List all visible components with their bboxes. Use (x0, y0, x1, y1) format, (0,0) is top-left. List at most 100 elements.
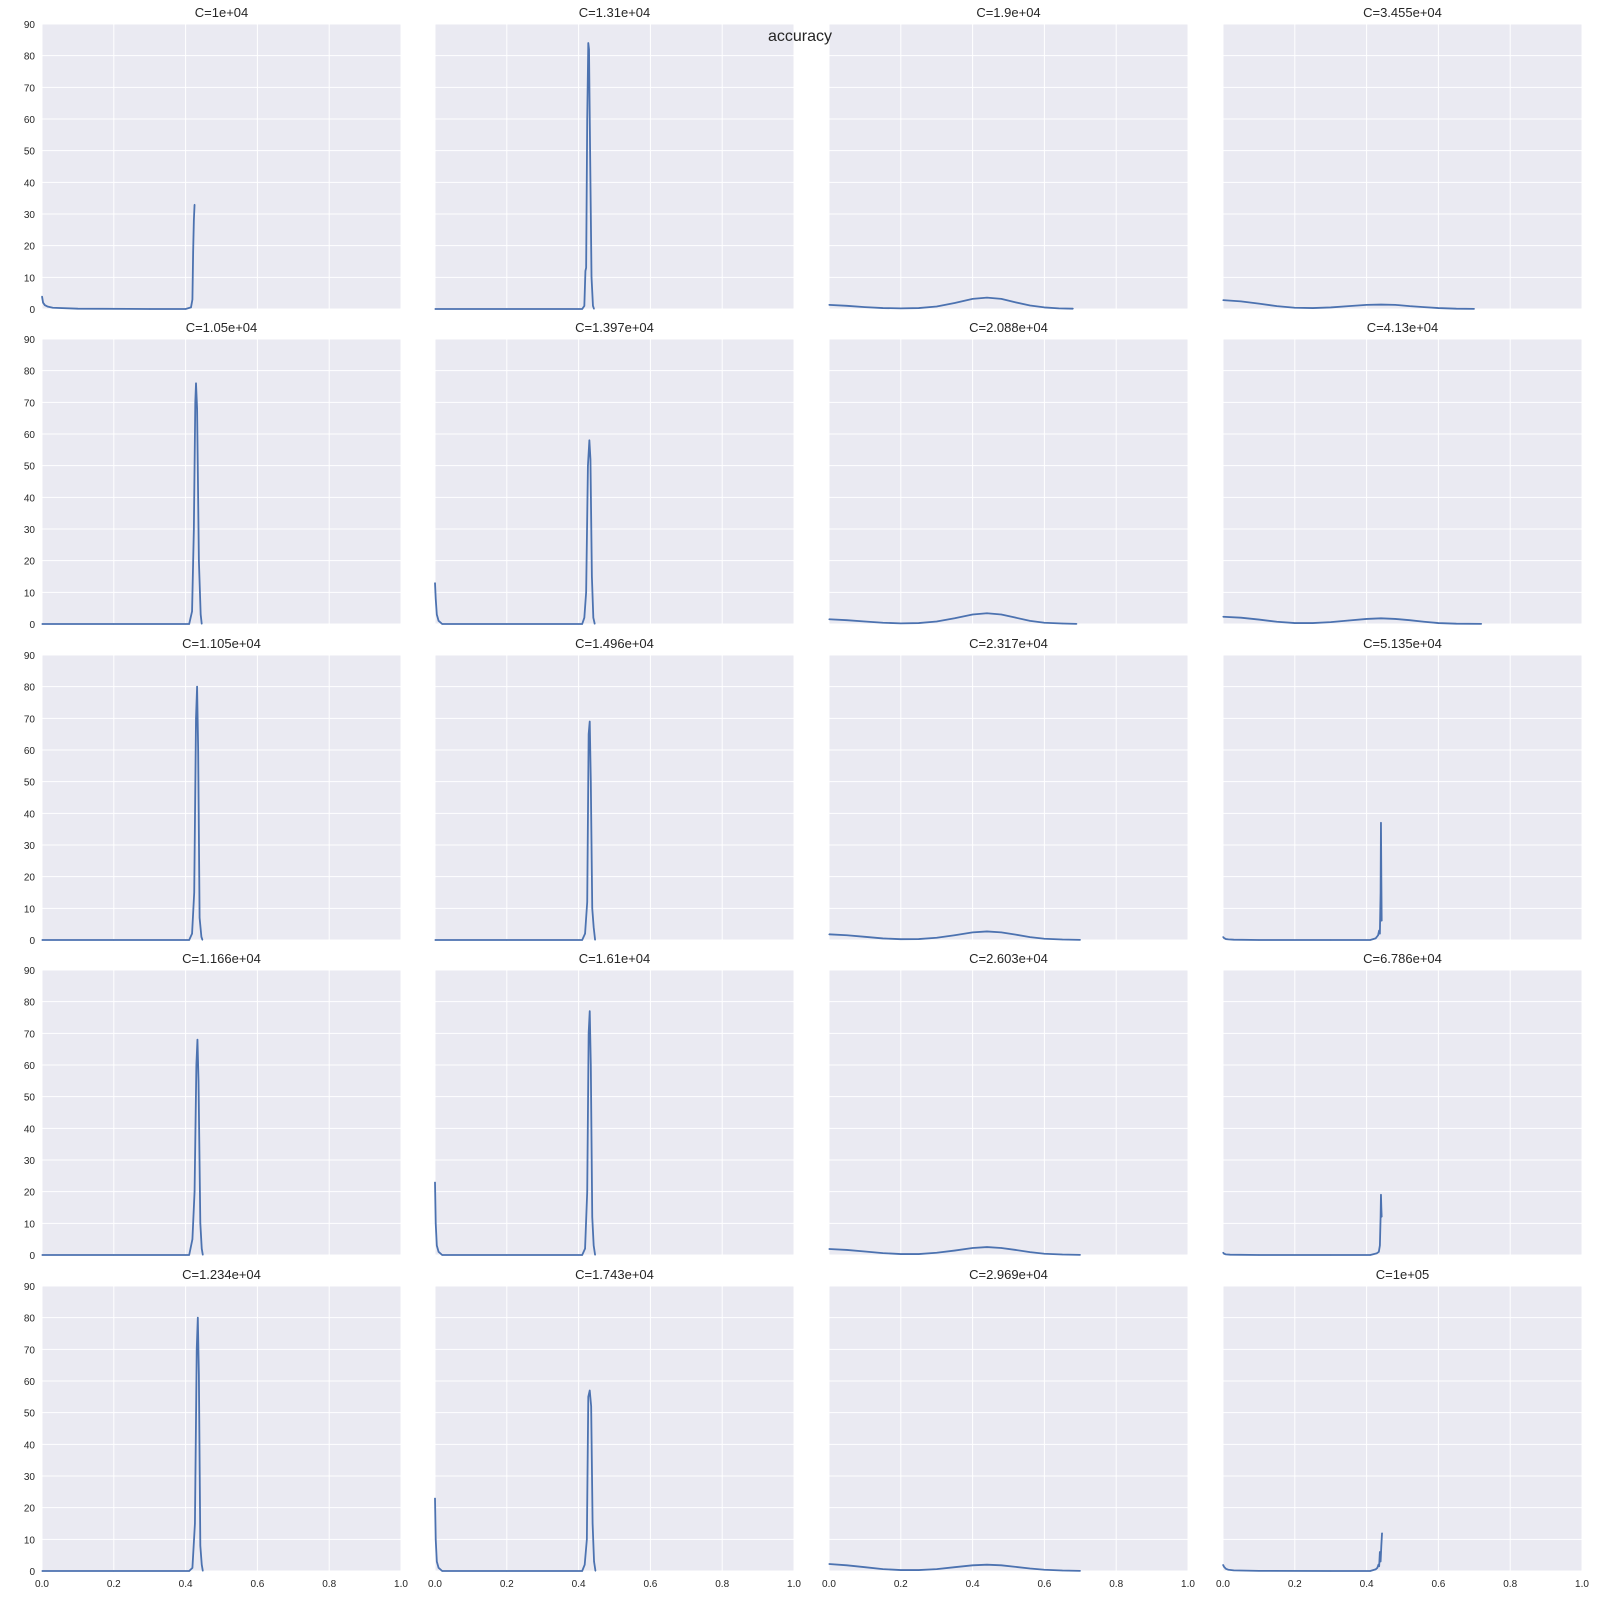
data-point (1348, 619, 1350, 622)
x-tick-label: 0.8 (1109, 1579, 1123, 1590)
data-point (201, 1564, 203, 1566)
data-point (584, 933, 586, 935)
data-point (954, 1249, 956, 1252)
data-point (954, 617, 956, 619)
data-point (435, 1538, 437, 1540)
data-point (435, 1222, 437, 1224)
data-point (581, 308, 583, 310)
data-point (918, 1569, 920, 1571)
subplot-title: C=1.743e+04 (575, 1267, 654, 1282)
data-point (1330, 1254, 1332, 1256)
y-tick-label: 60 (24, 430, 36, 441)
data-point (1381, 1216, 1383, 1218)
data-point (986, 1564, 988, 1566)
data-point (1330, 939, 1332, 941)
data-point (1377, 934, 1379, 936)
y-tick-label: 50 (24, 778, 36, 789)
data-point (588, 439, 590, 441)
data-point (1000, 613, 1002, 616)
data-point (437, 1251, 440, 1253)
data-point (587, 465, 589, 467)
data-point (1258, 303, 1260, 305)
data-point (441, 623, 443, 625)
y-tick-label: 0 (29, 620, 35, 631)
axes-background (42, 339, 401, 624)
data-point (441, 1570, 443, 1572)
data-point (1378, 929, 1380, 932)
data-point (585, 591, 587, 593)
axes-background (829, 1286, 1188, 1571)
data-point (1258, 1570, 1260, 1572)
data-point (846, 305, 848, 307)
data-point (846, 934, 848, 936)
data-point (193, 528, 195, 530)
data-point (828, 304, 830, 306)
data-point (1377, 1564, 1380, 1566)
data-point (202, 1254, 204, 1256)
y-tick-label: 20 (24, 1504, 36, 1515)
data-point (1223, 1566, 1225, 1568)
subplot-18: C=5.135e+04 (1222, 636, 1583, 941)
data-point (1043, 1253, 1045, 1255)
data-point (1029, 304, 1031, 307)
data-point (1423, 306, 1425, 308)
data-point (1043, 622, 1045, 624)
data-point (585, 267, 587, 269)
data-point (1312, 622, 1314, 624)
data-point (193, 203, 196, 206)
data-point (882, 307, 884, 309)
data-point (1233, 1569, 1235, 1571)
x-tick-label: 1.0 (1181, 1579, 1195, 1590)
data-point (201, 1248, 203, 1250)
data-point (41, 939, 43, 941)
data-point (1000, 298, 1002, 300)
data-point (1312, 307, 1314, 309)
data-point (41, 623, 43, 625)
data-point (1043, 938, 1045, 940)
series-line (1222, 615, 1482, 625)
axes-background (1223, 655, 1582, 940)
data-point (1369, 939, 1371, 941)
data-point (986, 297, 988, 299)
data-point (113, 623, 115, 625)
data-point (581, 939, 583, 941)
data-point (954, 302, 956, 304)
y-tick-label: 40 (24, 178, 36, 189)
data-point (1348, 305, 1350, 307)
data-point (592, 1522, 594, 1525)
data-point (196, 408, 198, 410)
data-point (434, 939, 436, 941)
data-point (1000, 1564, 1002, 1566)
data-point (1029, 1251, 1031, 1253)
data-point (1222, 1251, 1224, 1254)
y-tick-label: 50 (24, 1409, 36, 1420)
subplot-title: C=2.088e+04 (969, 320, 1048, 335)
axes-background (435, 1286, 794, 1571)
data-point (590, 276, 593, 278)
data-point (1380, 1545, 1382, 1547)
axes-background (42, 970, 401, 1255)
subplot-7: C=1.397e+04 (434, 320, 795, 625)
data-point (196, 1039, 199, 1041)
data-point (592, 617, 594, 619)
figure-suptitle: accuracy (767, 28, 833, 45)
data-point (594, 1254, 596, 1256)
x-tick-label: 0.6 (643, 1579, 657, 1590)
y-tick-label: 30 (24, 525, 36, 536)
subplot-19: C=6.786e+04 (1222, 951, 1583, 1256)
data-point (197, 749, 199, 751)
data-point (900, 622, 902, 624)
x-tick-label: 0.8 (322, 1579, 336, 1590)
data-point (589, 1389, 591, 1392)
y-tick-label: 50 (24, 1093, 36, 1104)
subplot-9: C=1.61e+04 (434, 951, 795, 1256)
y-tick-label: 70 (24, 398, 36, 409)
subplot-5: C=1.234e+04 0 10 20 30 40 50 60 70 80 90 0.0 0.2 0.4 0… (24, 1267, 409, 1590)
x-tick-label: 0.4 (572, 1579, 586, 1590)
data-point (1380, 1206, 1382, 1209)
subplot-title: C=1.166e+04 (182, 951, 261, 966)
y-tick-label: 80 (24, 998, 36, 1009)
subplot-12: C=2.088e+04 (828, 320, 1189, 625)
